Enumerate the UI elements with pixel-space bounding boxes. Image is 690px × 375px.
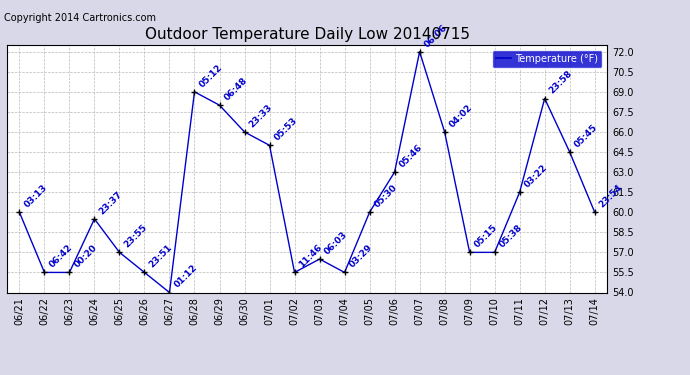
Text: 11:46: 11:46: [297, 243, 324, 270]
Text: 03:29: 03:29: [348, 243, 374, 270]
Text: 05:53: 05:53: [273, 116, 299, 142]
Title: Outdoor Temperature Daily Low 20140715: Outdoor Temperature Daily Low 20140715: [144, 27, 470, 42]
Text: 23:54: 23:54: [598, 183, 624, 210]
Text: 03:22: 03:22: [522, 163, 549, 189]
Text: 06:42: 06:42: [48, 243, 74, 270]
Text: 23:37: 23:37: [97, 189, 124, 216]
Text: 05:30: 05:30: [373, 183, 399, 210]
Text: 05:15: 05:15: [473, 223, 499, 250]
Text: 04:02: 04:02: [448, 103, 474, 129]
Text: Copyright 2014 Cartronics.com: Copyright 2014 Cartronics.com: [4, 13, 156, 23]
Text: 23:33: 23:33: [248, 103, 274, 129]
Text: 05:46: 05:46: [397, 143, 424, 170]
Text: 00:20: 00:20: [72, 243, 99, 270]
Text: 05:38: 05:38: [497, 223, 524, 250]
Text: 01:12: 01:12: [172, 263, 199, 290]
Text: 03:13: 03:13: [22, 183, 49, 210]
Text: 06:48: 06:48: [222, 76, 249, 102]
Text: 23:51: 23:51: [148, 243, 174, 270]
Text: 23:55: 23:55: [122, 223, 149, 250]
Text: 06:06: 06:06: [422, 22, 449, 49]
Text: 05:12: 05:12: [197, 63, 224, 89]
Legend: Temperature (°F): Temperature (°F): [492, 50, 602, 68]
Text: 23:58: 23:58: [548, 69, 574, 96]
Text: 06:03: 06:03: [322, 230, 349, 256]
Text: 05:45: 05:45: [573, 123, 600, 149]
